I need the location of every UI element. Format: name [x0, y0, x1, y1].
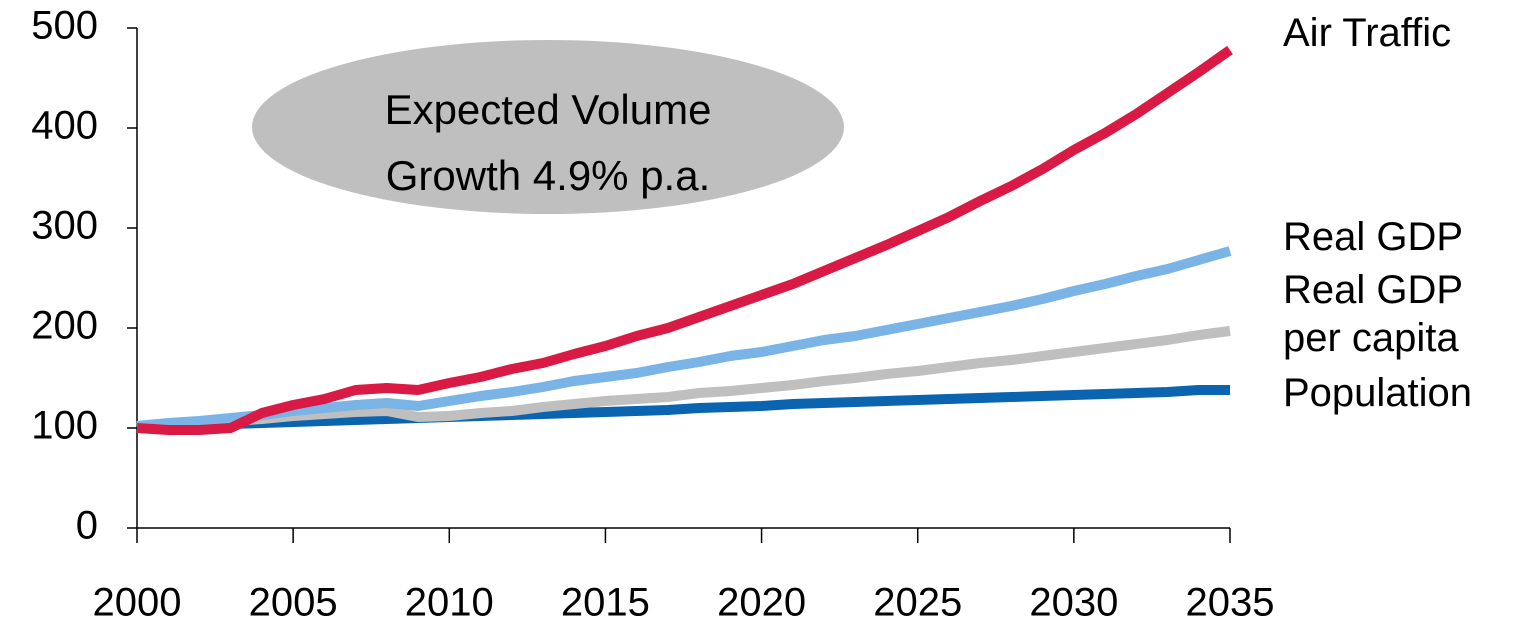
- x-tick-label: 2010: [405, 581, 494, 624]
- series-label: Real GDP per capita: [1283, 268, 1463, 360]
- y-tick-label: 100: [31, 404, 98, 448]
- annotation: Expected Volume Growth 4.9% p.a.: [384, 86, 712, 199]
- series-line: [136, 45, 1233, 435]
- annotation-bubble: [252, 40, 844, 214]
- x-tick-label: 2015: [561, 581, 650, 624]
- x-tick-label: 2020: [717, 581, 806, 624]
- x-tick-label: 2035: [1186, 581, 1275, 624]
- y-tick-label: 300: [31, 204, 98, 248]
- series-label: Real GDP: [1283, 215, 1464, 259]
- y-tick-label: 400: [31, 104, 98, 148]
- x-tick-label: 2025: [873, 581, 962, 624]
- series-line: [136, 246, 1232, 431]
- x-tick-label: 2005: [249, 581, 338, 624]
- y-tick-label: 0: [76, 504, 98, 548]
- x-tick-label: 2000: [93, 581, 182, 624]
- y-tick-label: 200: [31, 304, 98, 348]
- series-label: Population: [1283, 371, 1473, 415]
- series-label: Air Traffic: [1283, 11, 1452, 55]
- x-tick-label: 2030: [1029, 581, 1118, 624]
- series-line: [136, 385, 1230, 433]
- y-tick-label: 500: [31, 4, 98, 48]
- series-line: [136, 326, 1231, 433]
